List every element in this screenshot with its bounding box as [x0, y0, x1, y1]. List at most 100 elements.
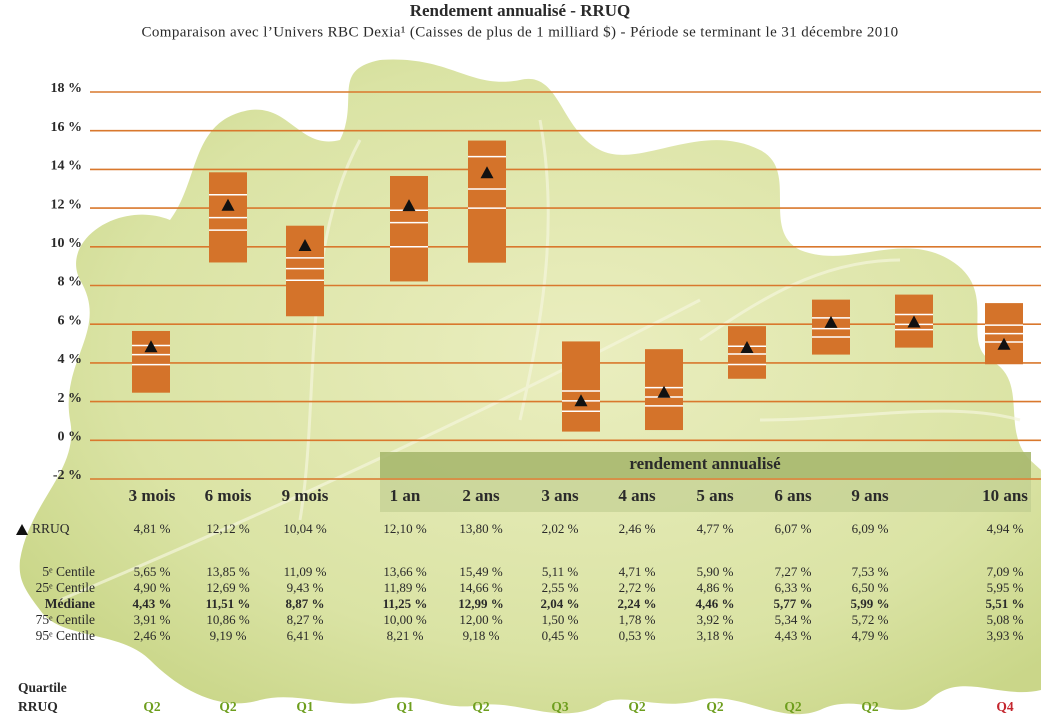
value-label: 2,04 % [541, 596, 580, 611]
value-label: 7,09 % [987, 564, 1024, 579]
leaf-vein [59, 119, 1021, 602]
value-label: 6,07 % [775, 521, 812, 536]
rruq-marker [997, 337, 1011, 350]
value-label: 5,34 % [775, 612, 812, 627]
value-label: 2,24 % [618, 596, 657, 611]
value-label: 4,43 % [775, 628, 812, 643]
value-label: 12,10 % [383, 521, 427, 536]
value-label: 13,85 % [206, 564, 250, 579]
value-label: 6,33 % [775, 580, 812, 595]
value-label: 0,45 % [542, 628, 579, 643]
banner [380, 452, 1031, 478]
rruq-marker [740, 341, 754, 354]
row-label: 25ᵉ Centile [36, 580, 95, 595]
value-label: 3,93 % [987, 628, 1024, 643]
value-label: 10,00 % [383, 612, 427, 627]
quartile-value: Q2 [219, 699, 237, 714]
percentile-box [390, 175, 428, 282]
value-label: 6,09 % [852, 521, 889, 536]
value-label: 5,51 % [986, 596, 1025, 611]
value-label: 2,46 % [619, 521, 656, 536]
value-label: 3,92 % [697, 612, 734, 627]
value-label: 13,80 % [459, 521, 503, 536]
y-tick-label: 18 % [51, 81, 83, 96]
y-tick-label: -2 % [53, 468, 82, 483]
value-label: 7,27 % [775, 564, 812, 579]
rruq-marker [298, 239, 312, 252]
value-label: 5,65 % [134, 564, 171, 579]
y-tick-label: 16 % [51, 120, 83, 135]
value-label: 4,43 % [133, 596, 172, 611]
y-tick-label: 6 % [58, 313, 83, 328]
y-tick-label: 8 % [58, 275, 83, 290]
value-label: 4,46 % [696, 596, 735, 611]
x-tick-label: 4 ans [618, 486, 656, 505]
value-label: 8,21 % [387, 628, 424, 643]
value-label: 12,69 % [206, 580, 250, 595]
row-label: 95ᵉ Centile [36, 628, 95, 643]
percentile-box [468, 140, 506, 263]
value-label: 4,94 % [987, 521, 1024, 536]
rruq-marker [221, 198, 235, 211]
value-label: 5,99 % [851, 596, 890, 611]
row-label: Médiane [45, 596, 95, 611]
quartile-value: Q2 [784, 699, 802, 714]
value-label: 11,51 % [206, 596, 251, 611]
value-label: 2,72 % [619, 580, 656, 595]
legend-marker [16, 524, 28, 535]
rruq-marker [480, 166, 494, 179]
y-tick-label: 4 % [58, 352, 83, 367]
value-label: 2,46 % [134, 628, 171, 643]
value-label: 2,55 % [542, 580, 579, 595]
rruq-marker [144, 340, 158, 353]
x-tick-label: 5 ans [696, 486, 734, 505]
x-tick-label: 9 mois [282, 486, 329, 505]
value-label: 4,86 % [697, 580, 734, 595]
quartile-value: Q2 [143, 699, 161, 714]
value-label: 5,08 % [987, 612, 1024, 627]
x-tick-label: 10 ans [982, 486, 1028, 505]
value-label: 1,50 % [542, 612, 579, 627]
x-tick-label: 1 an [390, 486, 421, 505]
quartile-value: Q2 [861, 699, 879, 714]
x-tick-label: 9 ans [851, 486, 889, 505]
chart-title: Rendement annualisé - RRUQ [410, 1, 631, 20]
value-label: 7,53 % [852, 564, 889, 579]
value-label: 5,11 % [542, 564, 579, 579]
rruq-marker [824, 315, 838, 328]
value-label: 14,66 % [459, 580, 503, 595]
value-label: 5,72 % [852, 612, 889, 627]
value-label: 8,27 % [287, 612, 324, 627]
value-label: 2,02 % [542, 521, 579, 536]
value-label: 0,53 % [619, 628, 656, 643]
value-label: 5,77 % [774, 596, 813, 611]
value-label: 15,49 % [459, 564, 503, 579]
value-label: 9,18 % [463, 628, 500, 643]
rruq-marker [402, 199, 416, 212]
value-label: 12,99 % [458, 596, 504, 611]
value-label: 4,79 % [852, 628, 889, 643]
chart-subtitle: Comparaison avec l’Univers RBC Dexia¹ (C… [141, 24, 898, 40]
value-label: 5,90 % [697, 564, 734, 579]
value-label: 12,00 % [459, 612, 503, 627]
row-label: 75ᵉ Centile [36, 612, 95, 627]
value-label: 12,12 % [206, 521, 250, 536]
rruq-marker [907, 315, 921, 328]
x-tick-label: 3 ans [541, 486, 579, 505]
value-label: 4,71 % [619, 564, 656, 579]
quartile-label: RRUQ [18, 699, 58, 714]
x-tick-label: 6 ans [774, 486, 812, 505]
value-label: 11,25 % [383, 596, 428, 611]
value-label: 3,91 % [134, 612, 171, 627]
value-label: 1,78 % [619, 612, 656, 627]
y-tick-label: 2 % [58, 391, 83, 406]
value-label: 9,43 % [287, 580, 324, 595]
value-label: 6,50 % [852, 580, 889, 595]
quartile-value: Q2 [706, 699, 724, 714]
rruq-marker [657, 385, 671, 398]
value-label: 6,41 % [287, 628, 324, 643]
y-tick-label: 0 % [58, 430, 83, 445]
percentile-box [562, 341, 600, 432]
value-label: 9,19 % [210, 628, 247, 643]
